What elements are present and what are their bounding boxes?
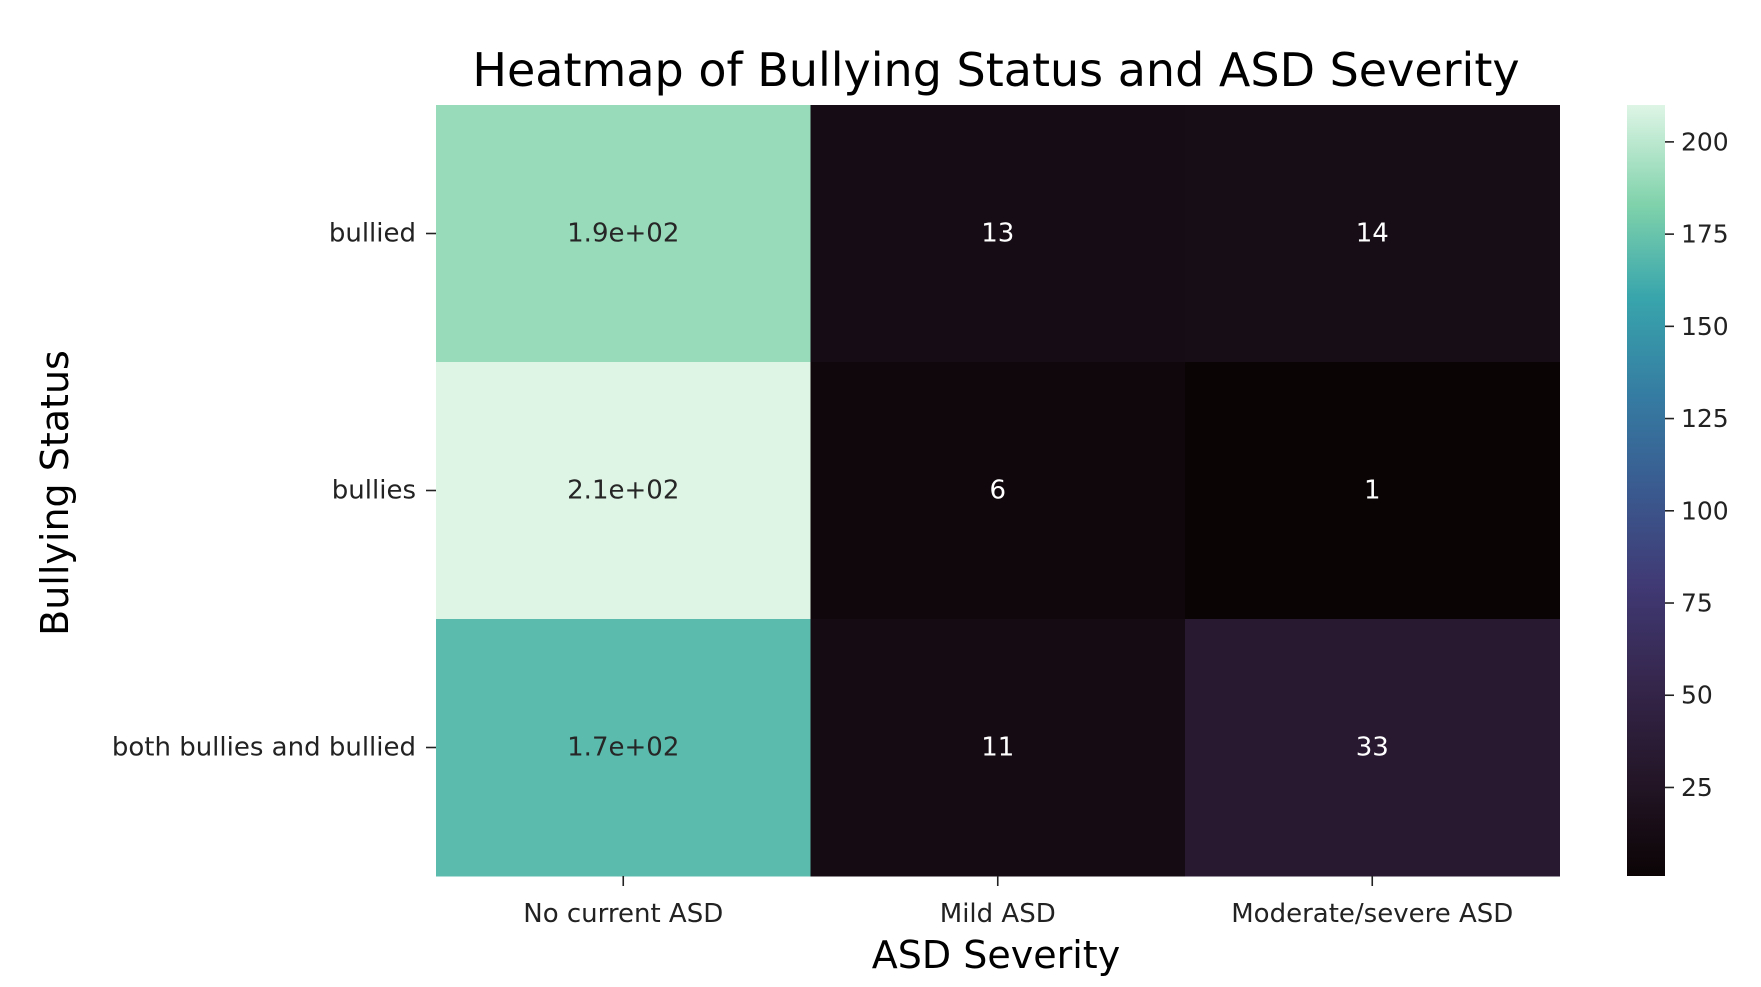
colorbar-tick-label: 25 [1681, 773, 1713, 802]
heatmap-cell [810, 105, 1186, 363]
colorbar-tick-label: 200 [1681, 127, 1729, 156]
heatmap-cells [436, 105, 1560, 877]
colorbar-tick-label: 125 [1681, 404, 1729, 433]
colorbar-gradient [1627, 105, 1665, 876]
x-axis-ticks: No current ASD Mild ASD Moderate/severe AS… [523, 876, 1513, 929]
colorbar: 25 50 75 100 125 150 175 200 [1627, 105, 1729, 876]
colorbar-tick-label: 50 [1681, 681, 1713, 710]
y-axis-label: Bullying Status [33, 350, 77, 636]
heatmap-cell [1185, 362, 1560, 620]
x-axis-label: ASD Severity [872, 933, 1120, 977]
cell-value-label: 1 [1364, 476, 1381, 506]
cell-value-label: 1.9e+02 [567, 219, 679, 249]
x-tick-label: No current ASD [523, 899, 723, 929]
cell-value-label: 11 [981, 733, 1014, 763]
colorbar-tick-label: 175 [1681, 220, 1729, 249]
colorbar-tick-label: 100 [1681, 496, 1729, 525]
y-tick-label: bullied [329, 219, 416, 249]
cell-value-label: 1.7e+02 [567, 733, 679, 763]
x-tick-label: Moderate/severe ASD [1231, 899, 1513, 929]
cell-value-label: 2.1e+02 [567, 476, 679, 506]
colorbar-ticks: 25 50 75 100 125 150 175 200 [1665, 127, 1729, 802]
heatmap-cell-labels: 1.9e+02 13 14 2.1e+02 6 1 1.7e+02 11 33 [567, 219, 1389, 763]
heatmap-cell [1185, 619, 1560, 877]
colorbar-tick-label: 75 [1681, 589, 1713, 618]
heatmap-cell [436, 105, 811, 363]
y-tick-label: both bullies and bullied [112, 733, 416, 763]
cell-value-label: 6 [989, 476, 1006, 506]
heatmap-cell [436, 619, 811, 877]
heatmap-cell [810, 619, 1186, 877]
y-tick-label: bullies [332, 476, 416, 506]
cell-value-label: 33 [1356, 733, 1389, 763]
cell-value-label: 14 [1356, 219, 1389, 249]
cell-value-label: 13 [981, 219, 1014, 249]
y-axis-ticks: bullied bullies both bullies and bullied [112, 219, 436, 763]
colorbar-tick-label: 150 [1681, 312, 1729, 341]
heatmap-cell [810, 362, 1186, 620]
heatmap-cell [436, 362, 811, 620]
x-tick-label: Mild ASD [940, 899, 1056, 929]
heatmap-cell [1185, 105, 1560, 363]
chart-title: Heatmap of Bullying Status and ASD Sever… [472, 43, 1519, 97]
